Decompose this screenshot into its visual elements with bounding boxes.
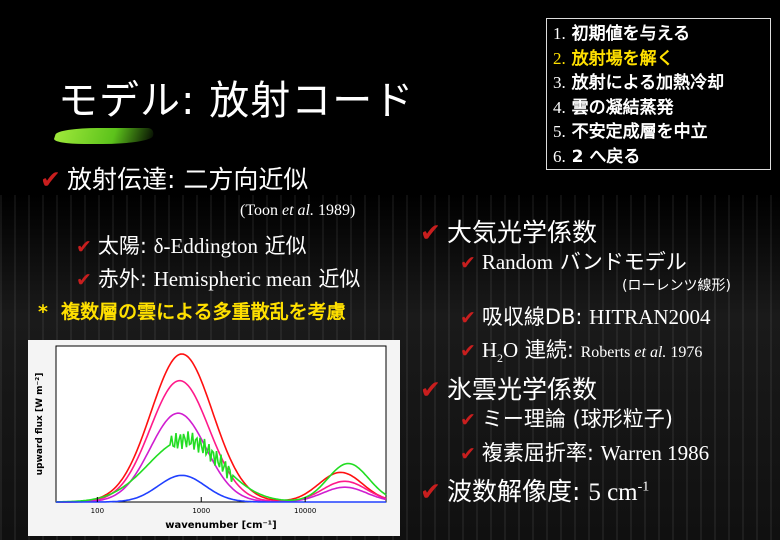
multiple-scattering-note: * 複数層の雲による多重散乱を考慮	[38, 301, 346, 323]
step-item-2: 2. 放射場を解く	[553, 48, 674, 69]
solar-item: ✔ 太陽: δ-Eddington 近似	[76, 234, 307, 258]
step-item-3: 3. 放射による加熱冷却	[553, 73, 725, 93]
check-icon: ✔	[76, 269, 92, 291]
step-item-4: 4. 雲の凝結蒸発	[553, 97, 674, 118]
upward-flux-spectrum-chart: 100 1000 10000 upward flux [W m⁻²] wavenum…	[28, 340, 400, 536]
steps-box: 1. 初期値を与える 2. 放射場を解く 3. 放射による加熱冷却 4. 雲の凝…	[546, 18, 771, 170]
check-icon: ✔	[460, 252, 476, 274]
radiative-transfer-heading: ✔ 放射伝達: 二方向近似	[40, 165, 309, 194]
toon-reference: (Toon et al. 1989)	[240, 202, 356, 219]
check-icon: ✔	[76, 236, 92, 258]
refractive-index-item: ✔ 複素屈折率: Warren 1986	[460, 441, 710, 465]
h2o-continuum-item: ✔ H2O 連続: Roberts et al. 1976	[460, 338, 703, 366]
series-line-5	[56, 474, 386, 503]
page-title: モデル: 放射コード	[58, 78, 415, 124]
check-icon: ✔	[460, 307, 476, 329]
check-icon: ✔	[420, 375, 441, 404]
check-icon: ✔	[460, 340, 476, 362]
series-line-4	[56, 431, 387, 503]
band-model-item: ✔ Random バンドモデル	[460, 250, 687, 274]
absorption-db-item: ✔ 吸収線DB: HITRAN2004	[460, 305, 711, 329]
x-axis-label: wavenumber [cm⁻¹]	[165, 520, 276, 531]
check-icon: ✔	[460, 443, 476, 465]
check-icon: ✔	[40, 165, 61, 194]
atmosphere-optics-heading: ✔ 大気光学係数	[420, 218, 597, 247]
check-icon: ✔	[460, 409, 476, 431]
x-tick-label: 10000	[294, 507, 316, 515]
ice-cloud-optics-heading: ✔ 氷雲光学係数	[420, 375, 597, 404]
infrared-item: ✔ 赤外: Hemispheric mean 近似	[76, 267, 361, 291]
step-item-5: 5. 不安定成層を中立	[553, 122, 708, 142]
x-tick-label: 100	[91, 507, 104, 515]
mie-theory-item: ✔ ミー理論 (球形粒子)	[460, 407, 673, 431]
plot-area	[55, 345, 387, 503]
brush-stroke-decoration	[52, 128, 156, 144]
y-axis-label: upward flux [W m⁻²]	[35, 373, 45, 476]
wavenumber-resolution-heading: ✔ 波数解像度: 5 cm-1	[420, 477, 650, 506]
x-tick-label: 1000	[192, 507, 210, 515]
step-item-1: 1. 初期値を与える	[553, 24, 691, 44]
check-icon: ✔	[420, 477, 441, 506]
lorentz-note: (ローレンツ線形)	[622, 278, 731, 294]
chart-svg: 100 1000 10000 upward flux [W m⁻²] wavenum…	[28, 340, 400, 536]
step-item-6: 6. 2 へ戻る	[553, 146, 641, 167]
series-line-3	[56, 412, 387, 503]
check-icon: ✔	[420, 218, 441, 247]
